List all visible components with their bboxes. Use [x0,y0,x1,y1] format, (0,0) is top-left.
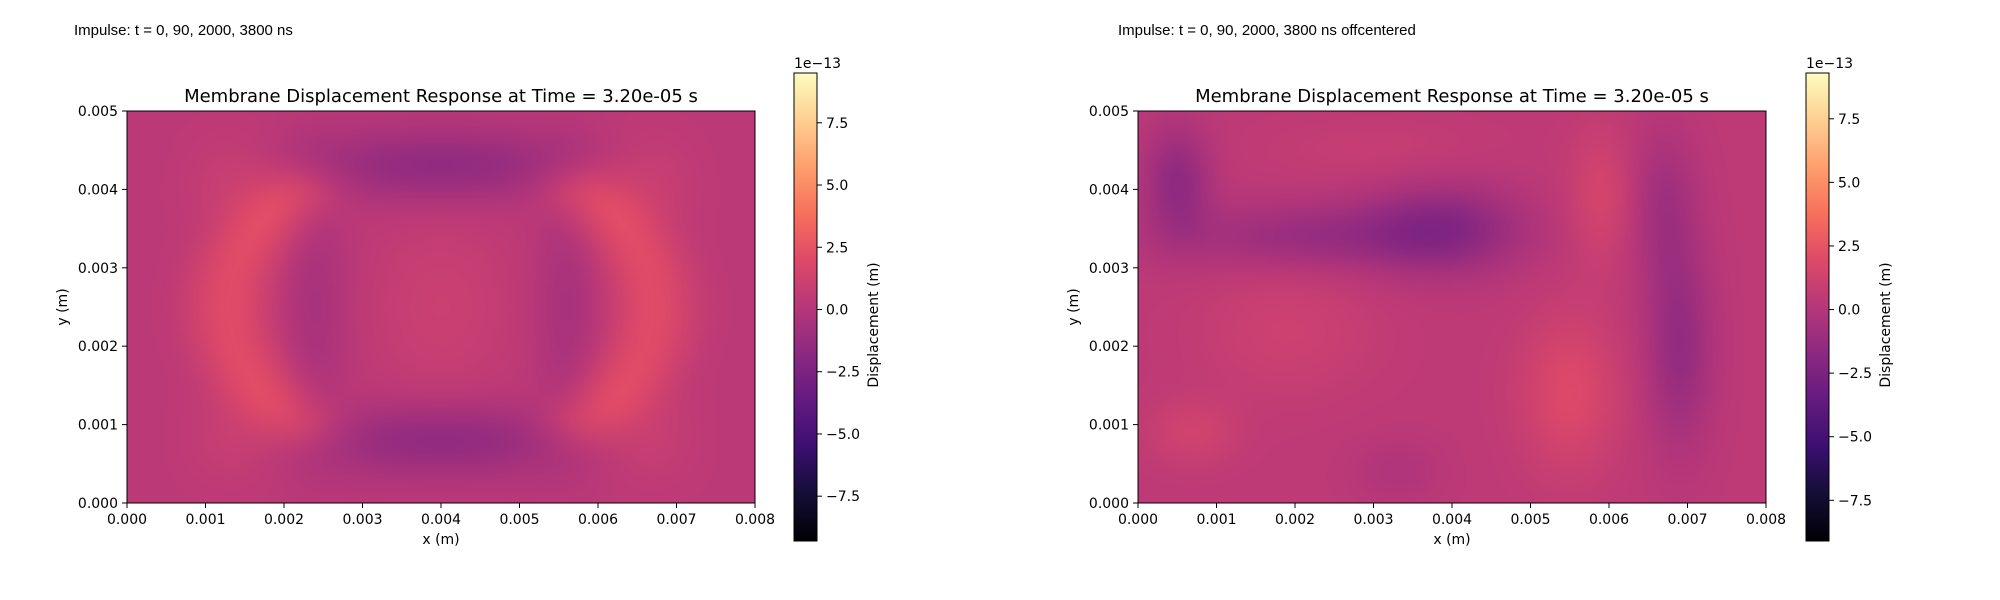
panel-2-colorbar-ticks: 7.5 5.0 2.5 0.0 −2.5 −5.0 −7.5 [1829,112,1872,509]
y-tick-label: 0.001 [78,418,118,434]
x-tick-label: 0.007 [1667,512,1707,528]
x-tick-label: 0.003 [1353,512,1393,528]
panel-2-y-axis: 0.000 0.001 0.002 0.003 0.004 0.005 [1089,104,1138,512]
x-tick-label: 0.008 [1746,512,1786,528]
y-tick-label: 0.000 [1089,496,1129,512]
y-tick-label: 0.003 [1089,261,1129,277]
x-tick-label: 0.007 [656,512,696,528]
panel-2-colorbar [1805,72,1830,542]
colorbar-tick-label: −7.5 [826,489,860,505]
panel-2-colorbar-offset-text: 1e−13 [1806,56,1853,72]
colorbar-tick-label: 0.0 [826,302,848,318]
y-tick-label: 0.004 [1089,182,1129,198]
panel-1-x-axis-label: x (m) [422,532,459,548]
colorbar-tick-label: −2.5 [1838,366,1872,382]
x-tick-label: 0.002 [264,512,304,528]
panel-1-title: Membrane Displacement Response at Time =… [184,86,698,107]
panel-1-colorbar [793,72,818,542]
y-tick-label: 0.002 [78,339,118,355]
panel-2-heatmap [1138,111,1766,503]
x-tick-label: 0.005 [499,512,539,528]
x-tick-label: 0.001 [185,512,225,528]
colorbar-tick-label: −5.0 [1838,430,1872,446]
x-tick-label: 0.000 [1118,512,1158,528]
panel-2-caption: Impulse: t = 0, 90, 2000, 3800 ns offcen… [1118,22,1416,39]
panel-2-x-axis-label: x (m) [1433,532,1470,548]
panel-1-y-axis: 0.000 0.001 0.002 0.003 0.004 0.005 [78,104,127,512]
colorbar-tick-label: 7.5 [1838,112,1860,128]
panel-1-caption: Impulse: t = 0, 90, 2000, 3800 ns [74,22,293,39]
x-tick-label: 0.003 [342,512,382,528]
y-tick-label: 0.002 [1089,339,1129,355]
x-tick-label: 0.001 [1196,512,1236,528]
colorbar-tick-label: −7.5 [1838,493,1872,509]
y-tick-label: 0.005 [78,104,118,120]
x-tick-label: 0.002 [1275,512,1315,528]
panel-2-x-axis: 0.000 0.001 0.002 0.003 0.004 0.005 0.006 0.007… [1118,503,1786,528]
panel-1-colorbar-ticks: 7.5 5.0 2.5 0.0 −2.5 −5.0 −7.5 [817,116,860,505]
panel-1-colorbar-label: Displacement (m) [866,262,882,387]
y-tick-label: 0.005 [1089,104,1129,120]
y-tick-label: 0.000 [78,496,118,512]
panel-1-x-axis: 0.000 0.001 0.002 0.003 0.004 0.005 0.006 0.007… [107,503,775,528]
y-tick-label: 0.003 [78,261,118,277]
colorbar-tick-label: 5.0 [826,178,848,194]
x-tick-label: 0.000 [107,512,147,528]
panel-2: Impulse: t = 0, 90, 2000, 3800 ns offcen… [1066,22,1894,548]
y-tick-label: 0.004 [78,182,118,198]
colorbar-tick-label: 2.5 [1838,239,1860,255]
x-tick-label: 0.004 [421,512,461,528]
x-tick-label: 0.006 [1589,512,1629,528]
panel-1: Impulse: t = 0, 90, 2000, 3800 ns Membra… [55,22,882,548]
x-tick-label: 0.008 [735,512,775,528]
colorbar-tick-label: 7.5 [826,116,848,132]
x-tick-label: 0.004 [1432,512,1472,528]
colorbar-tick-label: 5.0 [1838,175,1860,191]
panel-1-heatmap [127,111,755,503]
colorbar-tick-label: −5.0 [826,427,860,443]
colorbar-tick-label: 0.0 [1838,303,1860,319]
x-tick-label: 0.006 [578,512,618,528]
panel-2-y-axis-label: y (m) [1066,288,1082,325]
y-tick-label: 0.001 [1089,418,1129,434]
colorbar-tick-label: −2.5 [826,365,860,381]
panel-1-y-axis-label: y (m) [55,288,71,325]
colorbar-tick-label: 2.5 [826,240,848,256]
x-tick-label: 0.005 [1510,512,1550,528]
panel-2-colorbar-label: Displacement (m) [1878,262,1894,387]
panel-1-colorbar-offset-text: 1e−13 [794,56,841,72]
panel-2-title: Membrane Displacement Response at Time =… [1195,86,1709,107]
